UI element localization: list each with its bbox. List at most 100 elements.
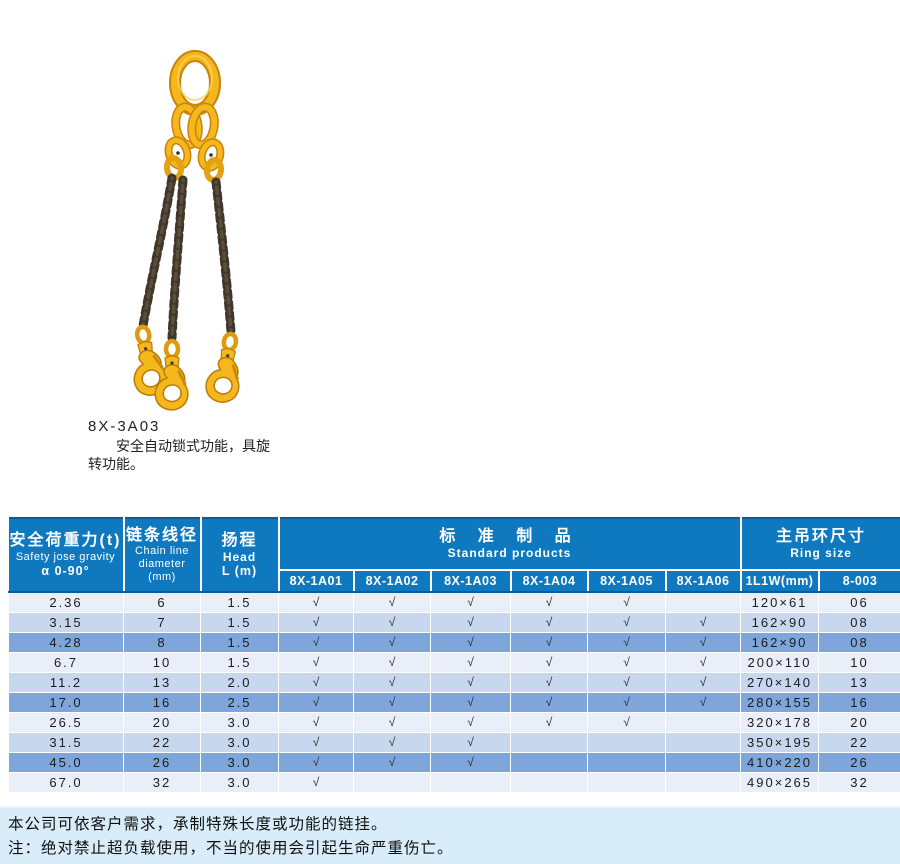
check-cell: √: [664, 691, 742, 713]
head-cell: 2.5: [200, 691, 279, 713]
check-cell: √: [430, 611, 511, 633]
product-description-line1: 安全自动锁式功能，具旋: [116, 438, 270, 454]
load-cell: 11.2: [8, 671, 124, 693]
check-cell: √: [353, 731, 431, 753]
diameter-cell: 22: [123, 731, 201, 753]
check-cell: √: [278, 631, 354, 653]
table-row: 2.36 6 1.5 √ √ √ √ √ 120×61 06: [8, 591, 900, 613]
check-cell: √: [278, 731, 354, 753]
col-header-ring-lw: 1L1W(mm): [739, 570, 819, 593]
check-cell: [587, 751, 666, 773]
ring-size-cell: 162×90: [740, 631, 820, 653]
check-cell: √: [353, 691, 431, 713]
col-group-ring-size: 主吊环尺寸 Ring size: [739, 518, 900, 571]
check-cell: √: [278, 611, 354, 633]
load-cell: 3.15: [8, 611, 124, 633]
diameter-cell: 20: [123, 711, 201, 733]
ring-size-cell: 270×140: [740, 671, 820, 693]
head-cell: 1.5: [200, 591, 279, 613]
col-header-model-1: 8X-1A01: [277, 570, 354, 593]
table-row: 3.15 7 1.5 √ √ √ √ √ √ 162×90 08: [8, 611, 900, 633]
col-header-head-length: 扬程 Head L (m): [199, 518, 279, 593]
diameter-cell: 6: [123, 591, 201, 613]
table-row: 26.5 20 3.0 √ √ √ √ √ 320×178 20: [8, 711, 900, 733]
check-cell: √: [510, 671, 588, 693]
check-cell: √: [510, 611, 588, 633]
master-link-icon: [169, 50, 221, 116]
head-cell: 1.5: [200, 651, 279, 673]
head-cell: 1.5: [200, 611, 279, 633]
check-cell: [587, 771, 666, 793]
check-cell: √: [510, 691, 588, 713]
ring-size-cell: 200×110: [740, 651, 820, 673]
ring-code-cell: 08: [818, 631, 900, 653]
head-cell: 2.0: [200, 671, 279, 693]
ring-code-cell: 20: [818, 711, 900, 733]
check-cell: √: [587, 651, 666, 673]
check-cell: √: [587, 631, 666, 653]
col-header-model-6: 8X-1A06: [664, 570, 741, 593]
check-cell: √: [587, 591, 666, 613]
chain-sling-illustration: [95, 50, 325, 418]
check-cell: [664, 591, 742, 613]
note-line-warning: 注：绝对禁止超负载使用，不当的使用会引起生命严重伤亡。: [8, 840, 454, 858]
col-header-ring-code: 8-003: [817, 570, 900, 593]
check-cell: √: [353, 751, 431, 773]
note-band: 本公司可依客户需求，承制特殊长度或功能的链挂。 注：绝对禁止超负载使用，不当的使…: [0, 806, 900, 864]
ring-size-cell: 490×265: [740, 771, 820, 793]
head-cell: 3.0: [200, 711, 279, 733]
check-cell: √: [353, 711, 431, 733]
check-cell: [664, 711, 742, 733]
check-cell: √: [664, 611, 742, 633]
check-cell: √: [278, 691, 354, 713]
check-cell: √: [353, 631, 431, 653]
check-cell: [587, 731, 666, 753]
ring-size-cell: 280×155: [740, 691, 820, 713]
product-model-label: 8X-3A03: [88, 418, 161, 435]
ring-code-cell: 06: [818, 591, 900, 613]
col-header-safety-load: 安全荷重力(t) Safety jose gravity α 0-90°: [8, 518, 124, 593]
check-cell: √: [353, 651, 431, 673]
check-cell: √: [430, 651, 511, 673]
diameter-cell: 10: [123, 651, 201, 673]
check-cell: √: [430, 671, 511, 693]
check-cell: √: [278, 711, 354, 733]
col-header-model-3: 8X-1A03: [429, 570, 511, 593]
ring-code-cell: 22: [818, 731, 900, 753]
ring-code-cell: 16: [818, 691, 900, 713]
check-cell: √: [664, 651, 742, 673]
load-cell: 45.0: [8, 751, 124, 773]
connector-links-icon: [163, 136, 225, 183]
diameter-cell: 26: [123, 751, 201, 773]
table-row: 67.0 32 3.0 √ 490×265 32: [8, 771, 900, 793]
diameter-cell: 13: [123, 671, 201, 693]
col-header-chain-diameter: 链条线径 Chain line diameter (mm): [122, 518, 201, 593]
head-cell: 1.5: [200, 631, 279, 653]
check-cell: √: [278, 751, 354, 773]
head-cell: 3.0: [200, 751, 279, 773]
check-cell: √: [430, 711, 511, 733]
product-description-line2: 转功能。: [88, 455, 144, 472]
check-cell: √: [587, 611, 666, 633]
spec-table: 安全荷重力(t) Safety jose gravity α 0-90° 链条线…: [8, 517, 900, 793]
note-line-custom: 本公司可依客户需求，承制特殊长度或功能的链挂。: [8, 816, 388, 833]
diameter-cell: 32: [123, 771, 201, 793]
ring-size-cell: 162×90: [740, 611, 820, 633]
head-cell: 3.0: [200, 731, 279, 753]
check-cell: √: [278, 671, 354, 693]
diameter-cell: 16: [123, 691, 201, 713]
check-cell: [664, 731, 742, 753]
load-cell: 26.5: [8, 711, 124, 733]
product-description: 安全自动锁式功能，具旋 转功能。: [88, 438, 298, 473]
check-cell: [430, 771, 511, 793]
ring-code-cell: 26: [818, 751, 900, 773]
check-cell: √: [278, 771, 354, 793]
check-cell: √: [430, 631, 511, 653]
check-cell: √: [353, 591, 431, 613]
table-row: 45.0 26 3.0 √ √ √ 410×220 26: [8, 751, 900, 773]
check-cell: √: [353, 611, 431, 633]
check-cell: [353, 771, 431, 793]
chain-legs: [138, 173, 236, 343]
ring-size-cell: 320×178: [740, 711, 820, 733]
check-cell: [510, 731, 588, 753]
